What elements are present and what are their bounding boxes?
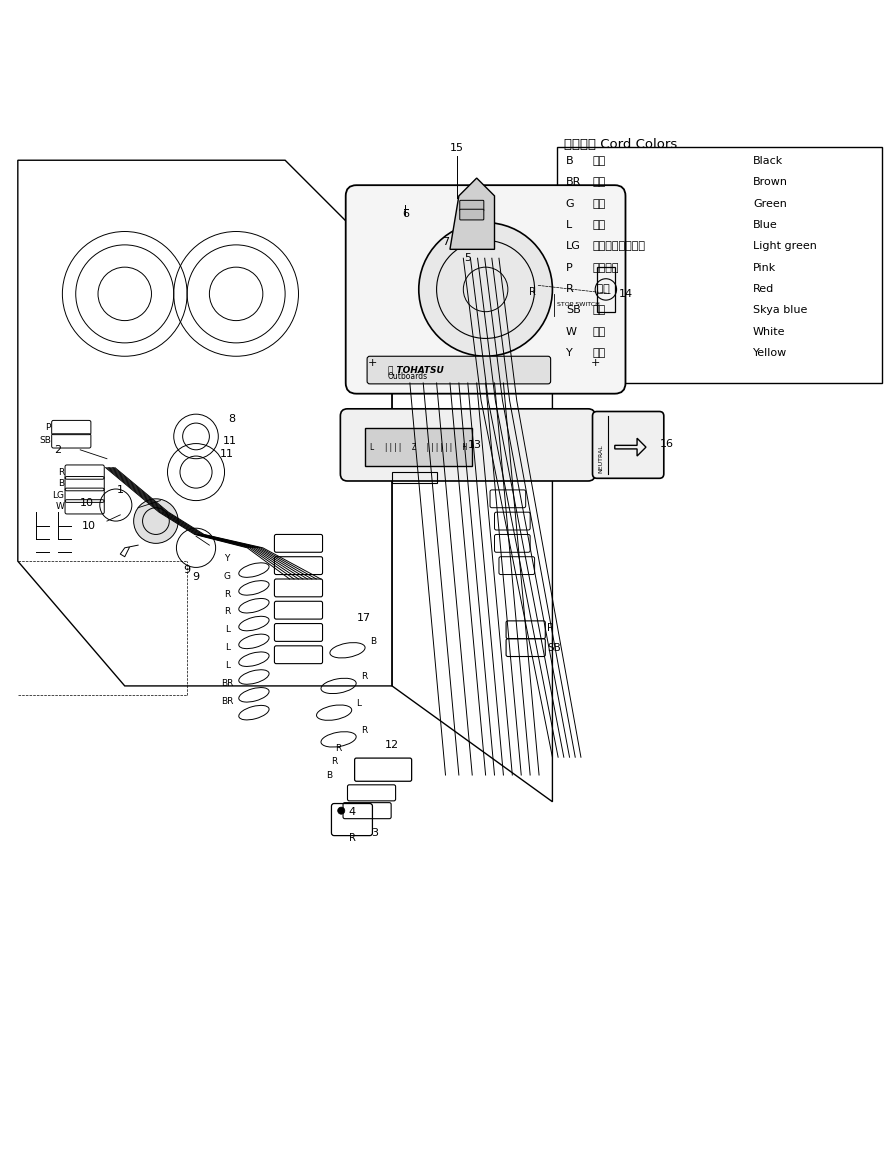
Text: B: B (58, 479, 64, 489)
Bar (365, 428, 472, 466)
Text: L: L (566, 220, 572, 230)
Text: 3: 3 (371, 828, 378, 838)
FancyBboxPatch shape (460, 200, 484, 211)
Text: ：空: ：空 (593, 306, 606, 315)
Circle shape (338, 807, 345, 814)
Text: R: R (566, 284, 574, 294)
Text: Blue: Blue (753, 220, 778, 230)
Text: 2: 2 (54, 445, 61, 455)
Text: L: L (225, 661, 230, 669)
Text: SB: SB (39, 437, 51, 446)
Text: 13: 13 (468, 440, 482, 450)
Text: 11: 11 (220, 449, 234, 460)
Text: 15: 15 (450, 144, 464, 153)
Polygon shape (450, 178, 495, 249)
Text: Black: Black (753, 156, 783, 166)
Text: 6: 6 (402, 208, 409, 219)
Text: B: B (327, 770, 332, 779)
Text: Light green: Light green (753, 241, 817, 251)
FancyBboxPatch shape (367, 357, 551, 383)
Text: 12: 12 (385, 740, 399, 750)
Text: 4: 4 (348, 807, 356, 818)
Text: Red: Red (753, 284, 774, 294)
FancyBboxPatch shape (340, 409, 595, 481)
Text: ：ピンク: ：ピンク (593, 263, 619, 272)
FancyBboxPatch shape (346, 185, 625, 394)
FancyBboxPatch shape (593, 411, 664, 478)
Circle shape (419, 222, 552, 357)
Text: BR: BR (221, 679, 233, 688)
Text: Y: Y (566, 349, 573, 358)
Text: P: P (45, 423, 51, 432)
Text: G: G (566, 198, 575, 208)
Text: Green: Green (753, 198, 787, 208)
Text: W: W (55, 503, 64, 512)
Text: ：茶: ：茶 (593, 177, 606, 188)
Text: R: R (224, 589, 231, 599)
Text: R: R (348, 833, 356, 843)
Text: Brown: Brown (753, 177, 788, 188)
Bar (392, 472, 437, 483)
Text: G: G (224, 572, 231, 581)
Text: 8: 8 (228, 413, 235, 424)
Text: ：黄: ：黄 (593, 349, 606, 358)
Text: BR: BR (566, 177, 581, 188)
Text: SB: SB (547, 643, 560, 653)
Text: W: W (566, 327, 576, 337)
Text: ：白: ：白 (593, 327, 606, 337)
Bar (557, 147, 882, 383)
Text: LG: LG (53, 491, 64, 500)
Text: B: B (566, 156, 574, 166)
Text: SB: SB (566, 306, 581, 315)
Text: R: R (335, 743, 342, 753)
Text: LG: LG (566, 241, 581, 251)
Text: 7: 7 (442, 237, 449, 247)
Text: 1: 1 (117, 485, 124, 494)
Text: ：赤: ：赤 (593, 284, 609, 294)
Text: ：青: ：青 (593, 220, 606, 230)
Text: STOP SWITCH: STOP SWITCH (557, 302, 600, 307)
Text: ：ライトグリーン: ：ライトグリーン (593, 241, 645, 251)
Text: Outboards: Outboards (388, 372, 428, 381)
Text: +: + (368, 358, 377, 368)
FancyBboxPatch shape (460, 210, 484, 220)
Text: L: L (225, 625, 230, 635)
Text: 10: 10 (79, 498, 94, 508)
Text: R: R (224, 608, 231, 616)
Text: Ⓣ TOHATSU: Ⓣ TOHATSU (388, 365, 444, 374)
Text: ：緑: ：緑 (593, 198, 606, 208)
Text: R: R (331, 757, 338, 767)
Text: 9: 9 (192, 572, 200, 581)
Text: 16: 16 (659, 439, 674, 448)
Text: Yellow: Yellow (753, 349, 787, 358)
Text: 10: 10 (82, 521, 96, 530)
Text: コード色 Cord Colors: コード色 Cord Colors (564, 138, 677, 151)
Text: R: R (529, 287, 536, 298)
Text: NEUTRAL: NEUTRAL (599, 445, 604, 474)
Circle shape (134, 499, 178, 543)
Text: 14: 14 (619, 288, 634, 299)
Text: 5: 5 (464, 254, 471, 263)
Text: L  ||||  Z  ||||||  H: L |||| Z |||||| H (370, 442, 468, 452)
Text: L: L (225, 643, 230, 652)
Text: L: L (356, 699, 362, 709)
Text: R: R (58, 468, 64, 477)
Text: B: B (370, 637, 376, 646)
Text: 17: 17 (356, 614, 371, 623)
Text: R: R (361, 726, 367, 735)
Text: BR: BR (221, 696, 233, 705)
Text: White: White (753, 327, 785, 337)
Text: P: P (566, 263, 573, 272)
Text: Pink: Pink (753, 263, 776, 272)
Text: P: P (547, 623, 553, 633)
Text: +: + (591, 358, 600, 368)
Text: Y: Y (225, 554, 230, 563)
Text: 11: 11 (223, 435, 237, 446)
Text: R: R (361, 673, 367, 681)
Text: ：黒: ：黒 (593, 156, 606, 166)
Text: Skya blue: Skya blue (753, 306, 807, 315)
Text: 9: 9 (184, 565, 191, 576)
